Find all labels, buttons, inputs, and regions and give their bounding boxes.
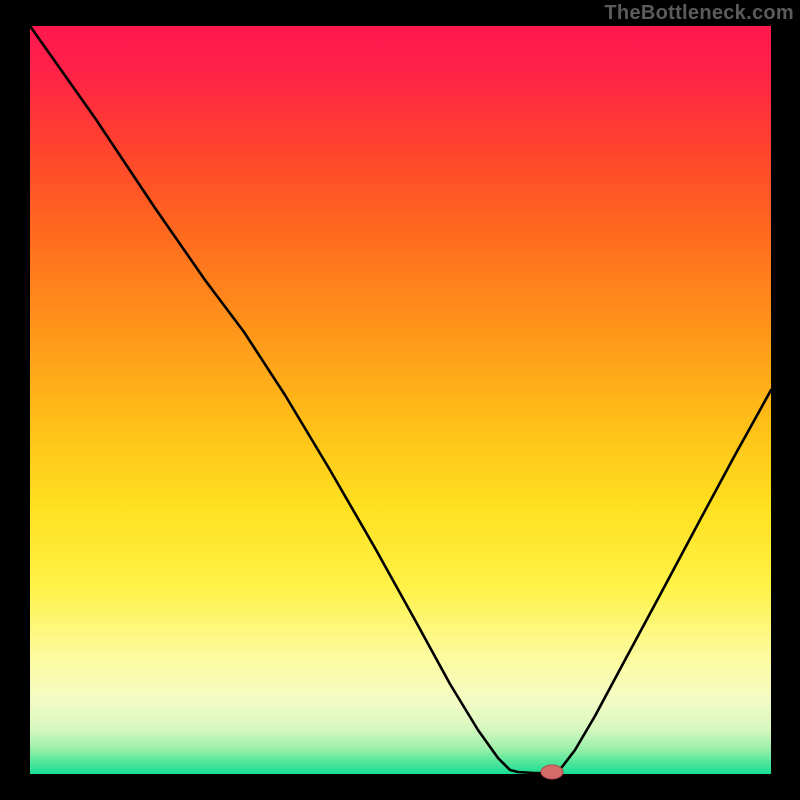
watermark-text: TheBottleneck.com	[604, 2, 794, 25]
optimum-marker[interactable]	[541, 765, 563, 779]
plot-area	[30, 26, 771, 774]
bottleneck-chart: TheBottleneck.com	[0, 0, 800, 800]
chart-svg	[0, 0, 800, 800]
